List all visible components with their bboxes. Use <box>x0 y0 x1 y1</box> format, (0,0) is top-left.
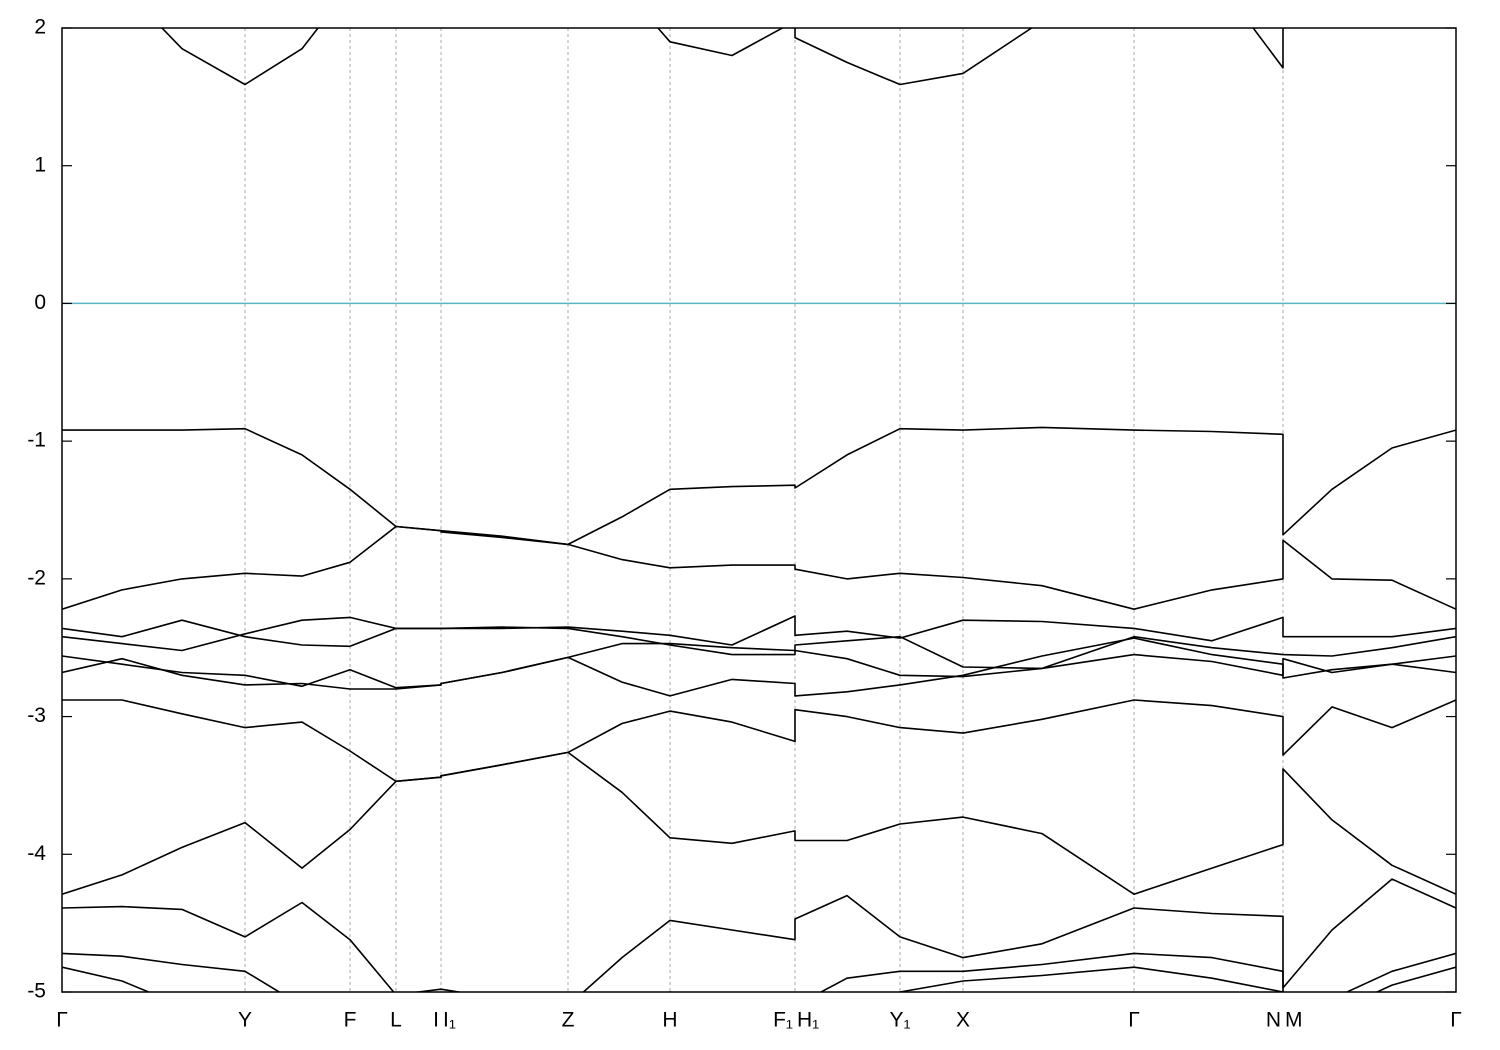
y-tick-label: -4 <box>27 842 46 865</box>
x-tick-label: I₁ <box>443 1009 456 1032</box>
x-tick-label: Y <box>238 1009 252 1032</box>
x-tick-label: I <box>433 1009 439 1032</box>
y-tick-label: -1 <box>27 429 46 452</box>
x-tick-label: H <box>662 1009 677 1032</box>
band-line <box>62 699 1456 783</box>
band-line <box>62 642 1456 689</box>
x-tick-label: F₁ <box>773 1009 793 1032</box>
band-line <box>62 616 1456 670</box>
bands <box>62 28 1456 992</box>
x-tick-label: F <box>344 1009 357 1032</box>
band-line <box>62 615 1456 648</box>
band-line <box>62 966 1456 992</box>
y-tick-label: 0 <box>34 291 46 314</box>
x-tick-label: Γ <box>1450 1009 1462 1032</box>
x-tick-label: Z <box>562 1009 575 1032</box>
y-tick-label: 2 <box>34 16 46 39</box>
y-tick-label: 1 <box>34 153 46 176</box>
y-tick-label: -3 <box>27 704 46 727</box>
x-tick-label: Γ <box>56 1009 68 1032</box>
x-tick-label: H₁ <box>797 1009 819 1032</box>
x-tick-label: M <box>1285 1009 1303 1032</box>
y-tick-label: -2 <box>27 566 46 589</box>
band-line <box>62 426 1456 546</box>
x-tick-label: Y₁ <box>889 1009 910 1032</box>
y-tick-label: -5 <box>27 980 46 1003</box>
ticks: -5 -4 -3 -2 -1 0 1 2 Γ Y F L I I₁ Z H F₁ H₁ Y₁ X Γ N M Γ <box>27 16 1461 1032</box>
band-line <box>62 525 1456 610</box>
x-tick-label: Γ <box>1128 1009 1140 1032</box>
band-line <box>62 952 1456 992</box>
x-tick-label: L <box>390 1009 402 1032</box>
x-tick-label: N <box>1266 1009 1281 1032</box>
x-tick-label: X <box>956 1009 970 1032</box>
grid <box>244 28 1284 992</box>
band-line <box>62 637 1456 697</box>
band-line <box>160 28 1289 86</box>
band-line <box>62 878 1456 992</box>
band-line <box>62 751 1456 895</box>
plot-frame <box>61 27 1457 993</box>
